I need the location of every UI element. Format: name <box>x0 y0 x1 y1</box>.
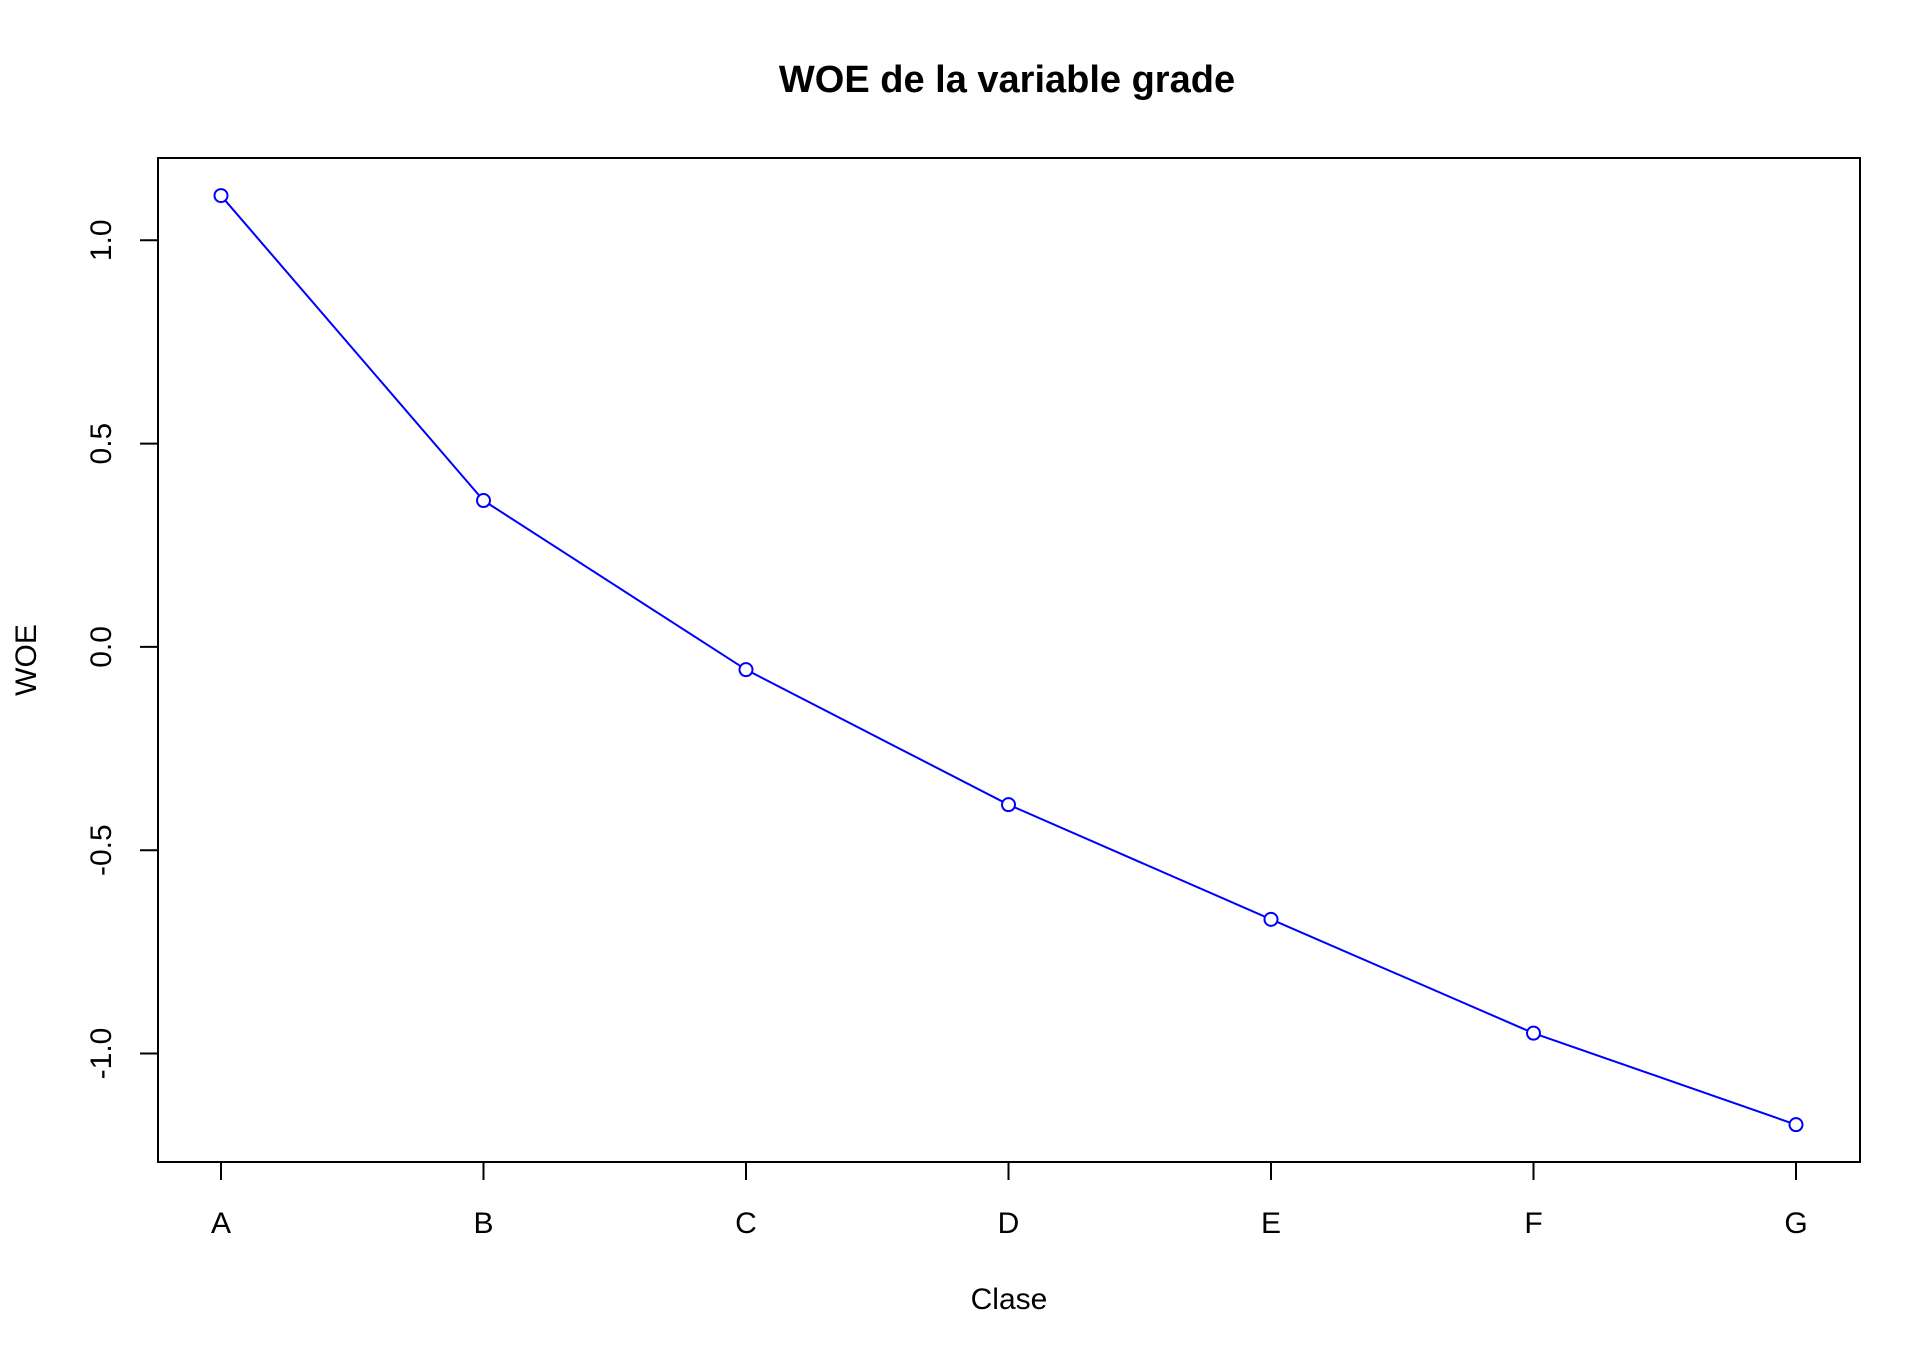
y-tick-label: 0.5 <box>85 423 118 465</box>
chart-title: WOE de la variable grade <box>779 59 1235 101</box>
x-tick-label: B <box>473 1207 493 1240</box>
x-tick-label: C <box>735 1207 757 1240</box>
x-tick-label: A <box>211 1207 231 1240</box>
series-line <box>220 194 1797 1126</box>
y-tick-label: -1.0 <box>85 1028 118 1080</box>
x-axis: A B C D E F G <box>211 1162 1808 1240</box>
data-point <box>476 493 491 509</box>
x-axis-label: Clase <box>971 1283 1048 1316</box>
x-tick-label: E <box>1261 1207 1281 1240</box>
series-layer <box>213 188 1804 1133</box>
x-tick-label: G <box>1784 1207 1807 1240</box>
data-point <box>1526 1025 1541 1041</box>
x-tick-label: D <box>998 1207 1020 1240</box>
data-point <box>1263 911 1279 927</box>
y-tick-label: 1.0 <box>85 219 118 261</box>
plot-frame <box>157 157 1861 1163</box>
data-point <box>738 662 754 678</box>
data-point <box>1788 1117 1804 1133</box>
y-tick-label: 0.0 <box>85 626 118 668</box>
y-axis-label: WOE <box>10 624 43 696</box>
data-point <box>213 188 229 204</box>
data-point <box>1001 797 1016 813</box>
y-tick-label: -0.5 <box>85 824 118 876</box>
x-tick-label: F <box>1524 1207 1542 1240</box>
y-axis: 1.0 0.5 0.0 -0.5 -1.0 <box>85 219 158 1079</box>
